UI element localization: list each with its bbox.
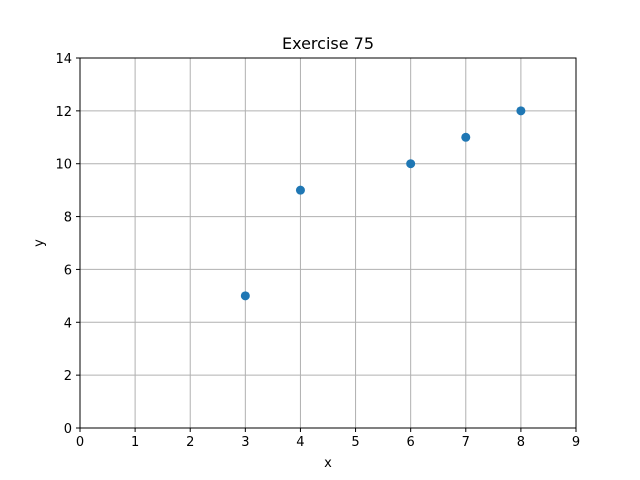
x-tick-label: 6 <box>407 435 415 450</box>
x-tick-label: 8 <box>517 435 525 450</box>
y-tick-label: 6 <box>64 263 72 278</box>
x-tick-label: 4 <box>296 435 304 450</box>
y-tick-label: 14 <box>55 52 72 67</box>
scatter-point <box>240 291 250 301</box>
scatter-point <box>295 185 305 195</box>
data-points <box>240 106 526 301</box>
scatter-point <box>461 132 471 142</box>
x-tick-label: 7 <box>462 435 470 450</box>
x-tick-label: 0 <box>76 435 84 450</box>
x-tick-label: 1 <box>131 435 139 450</box>
y-axis-label: y <box>32 239 47 247</box>
x-axis-label: x <box>324 456 332 471</box>
y-tick-label: 4 <box>64 316 72 331</box>
x-tick-label: 3 <box>241 435 249 450</box>
scatter-point <box>516 106 526 116</box>
y-tick-label: 2 <box>64 369 72 384</box>
y-tick-label: 8 <box>64 211 72 226</box>
y-tick-label: 12 <box>55 105 72 120</box>
plot-area-frame <box>79 57 577 429</box>
chart-title: Exercise 75 <box>282 34 374 53</box>
y-tick-label: 10 <box>55 158 72 173</box>
x-tick-label: 9 <box>572 435 580 450</box>
x-tick-label: 5 <box>351 435 359 450</box>
scatter-point <box>406 159 416 169</box>
y-tick-label: 0 <box>64 422 72 437</box>
x-tick-label: 2 <box>186 435 194 450</box>
